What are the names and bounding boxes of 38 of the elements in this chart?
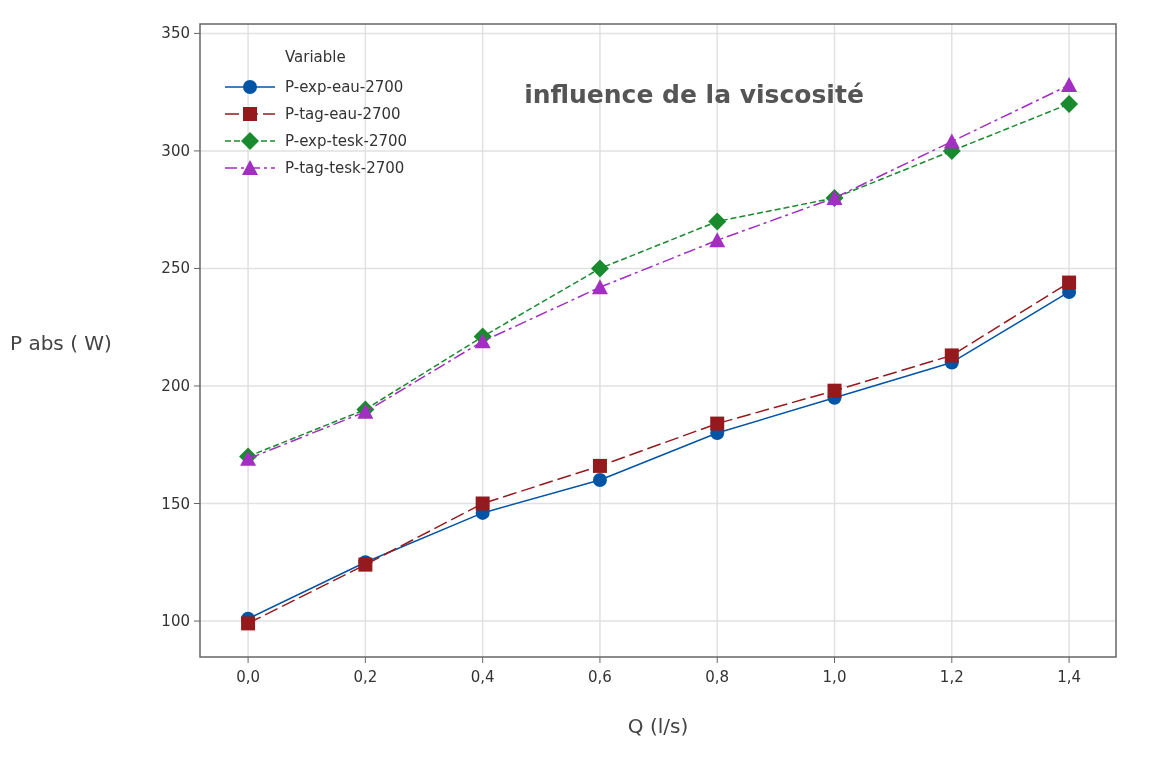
legend-label: P-exp-eau-2700 bbox=[285, 78, 404, 96]
y-tick-label: 300 bbox=[161, 141, 190, 160]
y-tick-label: 150 bbox=[161, 494, 190, 513]
point bbox=[1061, 77, 1078, 93]
y-axis-title: P abs ( W) bbox=[10, 331, 112, 355]
legend-label: P-tag-tesk-2700 bbox=[285, 159, 405, 177]
legend-title: Variable bbox=[285, 48, 346, 66]
y-tick-label: 200 bbox=[161, 376, 190, 395]
point bbox=[943, 133, 960, 149]
point bbox=[241, 616, 256, 631]
point bbox=[591, 279, 608, 295]
y-tick-label: 100 bbox=[161, 612, 190, 631]
point bbox=[1060, 94, 1079, 113]
point bbox=[827, 383, 842, 398]
point bbox=[709, 232, 726, 248]
legend-label: P-exp-tesk-2700 bbox=[285, 132, 408, 150]
point bbox=[944, 348, 959, 363]
y-tick-label: 350 bbox=[161, 24, 190, 43]
point bbox=[592, 458, 607, 473]
text: influence de la viscosité bbox=[524, 80, 864, 109]
y-tick-label: 250 bbox=[161, 259, 190, 278]
x-tick-label: 0,4 bbox=[470, 668, 495, 686]
point bbox=[710, 416, 725, 431]
x-tick-label: 0,0 bbox=[236, 668, 261, 686]
x-tick-label: 0,8 bbox=[705, 668, 730, 686]
x-tick-label: 1,2 bbox=[939, 668, 964, 686]
point bbox=[475, 496, 490, 511]
x-axis-title: Q (l/s) bbox=[627, 714, 689, 738]
x-tick-label: 1,4 bbox=[1057, 668, 1082, 686]
x-tick-label: 0,2 bbox=[353, 668, 378, 686]
x-tick-label: 1,0 bbox=[822, 668, 847, 686]
point bbox=[708, 212, 727, 231]
legend-label: P-tag-eau-2700 bbox=[285, 105, 401, 123]
point bbox=[474, 333, 491, 349]
point bbox=[592, 473, 607, 487]
x-tick-label: 0,6 bbox=[588, 668, 612, 686]
point bbox=[590, 259, 609, 278]
point bbox=[1062, 275, 1077, 290]
